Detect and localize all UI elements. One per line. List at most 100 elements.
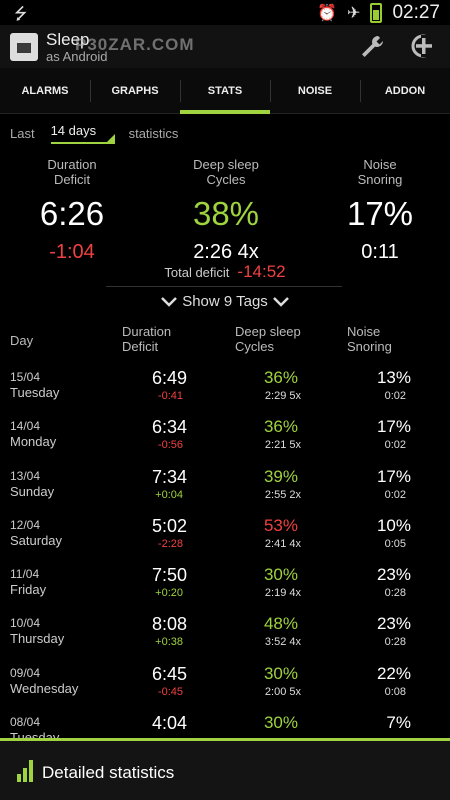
row-date: 08/04 [10, 715, 41, 730]
row-weekday: Thursday [10, 631, 65, 647]
filter-prefix: Last [10, 126, 35, 141]
row-date: 11/04 [10, 567, 40, 582]
tab-stats[interactable]: STATS [180, 68, 270, 114]
row-duration: 6:34 [151, 417, 187, 438]
row-deep-sleep: 30% [263, 565, 298, 585]
summary-deep-value: 38% [192, 195, 260, 232]
summary-deficit-value: -1:04 [49, 241, 95, 263]
action-bar: Sleep as Android P30ZAR.COM [0, 25, 450, 68]
chevron-down-icon [161, 297, 177, 307]
status-time: 02:27 [392, 2, 440, 23]
tab-addon[interactable]: ADDON [360, 68, 450, 114]
row-cycles: 2:19 4x [264, 587, 301, 600]
row-snoring: 0:08 [384, 685, 406, 698]
table-row[interactable]: 14/04 Monday 6:34 -0:56 36% 2:21 5x 17% 0:02 [0, 417, 450, 466]
row-deep-sleep: 30% [263, 663, 298, 683]
period-filter: Last 14 days statistics [10, 123, 178, 144]
header-noise: Noise Snoring [347, 324, 392, 354]
row-deficit: +0:04 [155, 488, 183, 501]
row-duration: 6:45 [151, 663, 187, 684]
table-row[interactable]: 11/04 Friday 7:50 +0:20 30% 2:19 4x 23% 0:28 [0, 565, 450, 614]
row-noise: 7% [386, 713, 411, 733]
row-deficit: +0:38 [155, 636, 183, 649]
row-date: 14/04 [10, 419, 41, 434]
summary-noise: Noise Snoring 17% 0:11 [330, 157, 430, 263]
period-select[interactable]: 14 days [50, 123, 115, 144]
stats-table[interactable]: 15/04 Tuesday 6:49 -0:41 36% 2:29 5x 13% 0:02 14… [0, 368, 450, 738]
summary-deep-label: Deep sleep Cycles [193, 157, 259, 187]
table-row[interactable]: 13/04 Sunday 7:34 +0:04 39% 2:55 2x 17% 0:02 [0, 467, 450, 516]
row-deficit: -0:45 [157, 685, 183, 698]
total-deficit-value: -14:52 [237, 262, 286, 281]
summary-duration: Duration Deficit 6:26 -1:04 [22, 157, 122, 263]
row-snoring: 0:02 [384, 488, 406, 501]
wrench-icon[interactable] [358, 33, 386, 61]
row-deficit: -0:41 [157, 390, 183, 402]
row-duration: 7:34 [151, 466, 187, 487]
summary-duration-label: Duration Deficit [47, 157, 97, 187]
row-weekday: Saturday [10, 532, 63, 548]
summary-duration-value: 6:26 [39, 195, 105, 232]
row-weekday: Tuesday [10, 730, 60, 738]
row-cycles: 2:00 5x [264, 685, 301, 698]
total-deficit-label: Total deficit [164, 265, 230, 280]
summary-snoring-value: 0:11 [361, 241, 399, 263]
row-snoring: 0:02 [384, 390, 406, 402]
row-weekday: Friday [10, 582, 47, 598]
row-noise: 23% [376, 565, 411, 585]
table-row[interactable]: 09/04 Wednesday 6:45 -0:45 30% 2:00 5x 22% 0:08 [0, 664, 450, 713]
chevron-down-icon [273, 297, 289, 307]
row-snoring: 0:28 [384, 636, 406, 649]
filter-suffix: statistics [128, 126, 179, 141]
row-weekday: Sunday [10, 483, 55, 499]
table-row[interactable]: 10/04 Thursday 8:08 +0:38 48% 3:52 4x 23% 0:28 [0, 614, 450, 663]
summary-deep-sleep: Deep sleep Cycles 38% 2:26 4x [176, 157, 276, 263]
summary-noise-value: 17% [346, 195, 414, 232]
table-header: Day Duration Deficit Deep sleep Cycles Noi… [0, 324, 450, 360]
row-deep-sleep: 30% [263, 713, 298, 733]
table-row[interactable]: 08/04 Tuesday 4:04 30% 7% [0, 713, 450, 738]
usb-icon: ⭍ [14, 6, 28, 23]
row-weekday: Wednesday [10, 680, 79, 696]
row-duration: 4:04 [151, 713, 187, 734]
row-duration: 5:02 [151, 515, 187, 536]
row-duration: 7:50 [151, 565, 187, 586]
tab-noise[interactable]: NOISE [270, 68, 360, 114]
row-deep-sleep: 53% [263, 515, 298, 535]
watermark: P30ZAR.COM [75, 35, 195, 54]
app-logo-icon[interactable] [10, 33, 38, 61]
detailed-statistics-button[interactable]: Detailed statistics [0, 738, 450, 800]
show-tags-label: Show 9 Tags [182, 293, 268, 310]
row-date: 12/04 [10, 517, 41, 532]
table-row[interactable]: 12/04 Saturday 5:02 -2:28 53% 2:41 4x 10% 0:05 [0, 516, 450, 565]
summary-cycles-value: 2:26 4x [193, 241, 259, 263]
row-deep-sleep: 48% [263, 614, 298, 634]
app-title: Sleep [46, 30, 90, 49]
tab-bar: ALARMS GRAPHS STATS NOISE ADDON [0, 68, 450, 114]
row-deficit: -0:56 [157, 439, 183, 452]
row-cycles: 3:52 4x [264, 636, 301, 649]
header-deep-sleep: Deep sleep Cycles [235, 324, 301, 354]
row-noise: 17% [376, 466, 411, 486]
divider [106, 286, 342, 287]
row-snoring: 0:05 [384, 537, 406, 550]
row-date: 09/04 [10, 665, 41, 680]
tab-alarms[interactable]: ALARMS [21, 85, 69, 97]
table-row[interactable]: 15/04 Tuesday 6:49 -0:41 36% 2:29 5x 13% 0:02 [0, 368, 450, 417]
row-deep-sleep: 36% [263, 368, 298, 387]
row-cycles: 2:41 4x [264, 537, 301, 550]
header-day: Day [10, 333, 34, 348]
row-snoring: 0:28 [384, 587, 406, 600]
row-deficit: -2:28 [157, 537, 183, 550]
bar-chart-icon [17, 760, 37, 782]
row-cycles: 2:55 2x [264, 488, 301, 501]
row-deep-sleep: 36% [263, 417, 298, 437]
tab-graphs[interactable]: GRAPHS [90, 68, 180, 114]
show-tags-toggle[interactable]: Show 9 Tags [0, 293, 450, 310]
status-bar: ⭍ ⏰ ✈ 02:27 [0, 0, 450, 25]
row-date: 15/04 [10, 370, 41, 384]
add-alarm-icon[interactable] [410, 32, 438, 60]
row-noise: 23% [376, 614, 411, 634]
row-date: 13/04 [10, 468, 41, 483]
row-weekday: Tuesday [10, 385, 60, 400]
